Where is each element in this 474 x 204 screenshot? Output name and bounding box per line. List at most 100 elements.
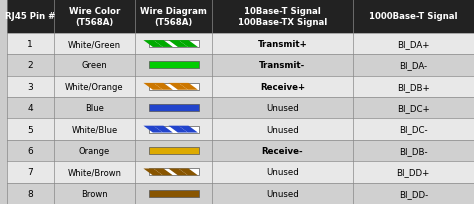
Bar [212,140,353,161]
Polygon shape [168,169,188,175]
Text: Unused: Unused [266,125,299,134]
Bar [353,98,474,119]
Text: Wire Color
(T568A): Wire Color (T568A) [69,7,120,27]
Text: BI_DA-: BI_DA- [399,61,428,70]
Bar [135,161,212,183]
Polygon shape [154,41,173,48]
Polygon shape [168,41,188,48]
Polygon shape [179,169,198,175]
Text: BI_DD-: BI_DD- [399,189,428,198]
Text: BI_DC-: BI_DC- [399,125,428,134]
Bar [54,76,135,98]
Text: White/Green: White/Green [68,40,121,49]
Bar [54,119,135,140]
Text: 5: 5 [27,125,33,134]
Bar [353,55,474,76]
Polygon shape [179,126,198,133]
Bar [7,55,54,76]
Text: 10Base-T Signal
100Base-TX Signal: 10Base-T Signal 100Base-TX Signal [238,7,327,27]
Bar [212,183,353,204]
Text: RJ45 Pin #: RJ45 Pin # [5,12,55,21]
Bar [54,55,135,76]
Text: 4: 4 [27,104,33,113]
Text: Receive-: Receive- [262,146,303,155]
Text: 6: 6 [27,146,33,155]
Bar [135,55,212,76]
Bar [135,98,212,119]
Bar [212,119,353,140]
Text: 2: 2 [27,61,33,70]
Bar [149,126,199,133]
Bar [212,0,353,34]
Bar [353,161,474,183]
Bar [353,183,474,204]
Bar [149,62,199,69]
Bar [7,161,54,183]
Text: 8: 8 [27,189,33,198]
Text: BI_DA+: BI_DA+ [397,40,429,49]
Polygon shape [144,41,163,48]
Bar [135,140,212,161]
Text: Orange: Orange [79,146,110,155]
Polygon shape [144,169,163,175]
Bar [149,105,199,112]
Polygon shape [144,83,163,90]
Bar [7,98,54,119]
Text: BI_DD+: BI_DD+ [397,167,430,176]
Text: Transmit+: Transmit+ [257,40,307,49]
Bar [149,147,199,154]
Polygon shape [179,83,198,90]
Text: Blue: Blue [85,104,104,113]
Bar [149,190,199,197]
Bar [353,140,474,161]
Polygon shape [154,169,173,175]
Bar [54,140,135,161]
Text: Receive+: Receive+ [260,82,305,91]
Bar [212,34,353,55]
Text: White/Brown: White/Brown [67,167,121,176]
Bar [149,83,199,90]
Polygon shape [168,126,188,133]
Text: Unused: Unused [266,189,299,198]
Polygon shape [154,126,173,133]
Polygon shape [179,41,198,48]
Polygon shape [144,126,163,133]
Bar [54,183,135,204]
Bar [149,41,199,48]
Bar [54,98,135,119]
Text: 7: 7 [27,167,33,176]
Polygon shape [154,83,173,90]
Bar [212,55,353,76]
Text: Green: Green [82,61,107,70]
Text: Wire Diagram
(T568A): Wire Diagram (T568A) [140,7,207,27]
Bar [135,119,212,140]
Bar [7,0,54,34]
Text: White/Orange: White/Orange [65,82,124,91]
Bar [353,34,474,55]
Bar [54,161,135,183]
Bar [135,183,212,204]
Text: Unused: Unused [266,104,299,113]
Text: BI_DB+: BI_DB+ [397,82,429,91]
Bar [7,140,54,161]
Bar [353,76,474,98]
Text: 1: 1 [27,40,33,49]
Bar [149,169,199,175]
Text: BI_DB-: BI_DB- [399,146,428,155]
Bar [7,183,54,204]
Text: White/Blue: White/Blue [71,125,118,134]
Text: 1000Base-T Signal: 1000Base-T Signal [369,12,457,21]
Polygon shape [168,83,188,90]
Bar [135,76,212,98]
Bar [135,0,212,34]
Bar [353,119,474,140]
Text: Brown: Brown [81,189,108,198]
Text: Transmit-: Transmit- [259,61,306,70]
Bar [7,34,54,55]
Bar [54,0,135,34]
Text: 3: 3 [27,82,33,91]
Bar [212,98,353,119]
Bar [212,76,353,98]
Bar [212,161,353,183]
Text: Unused: Unused [266,167,299,176]
